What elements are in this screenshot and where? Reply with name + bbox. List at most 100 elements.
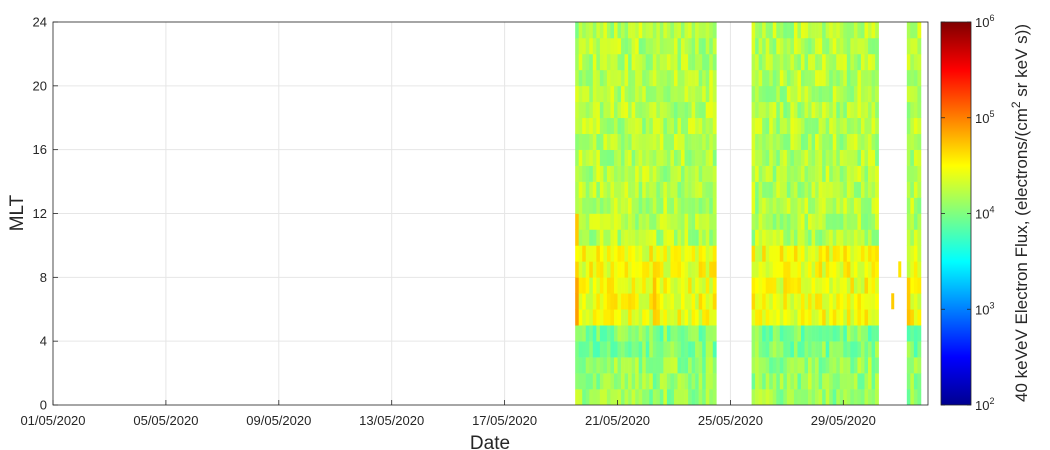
heatmap-cell [702, 245, 707, 262]
heatmap-cell [808, 373, 812, 390]
heatmap-cell [843, 53, 848, 71]
heatmap-cell [617, 213, 622, 230]
heatmap-cell [670, 197, 675, 214]
heatmap-cell [649, 197, 654, 214]
heatmap-cell [822, 373, 826, 390]
heatmap-cell [666, 37, 671, 55]
heatmap-cell [631, 213, 636, 230]
heatmap-cell [772, 229, 777, 246]
x-tick-label: 13/05/2020 [359, 413, 424, 428]
heatmap-cell [815, 309, 819, 326]
heatmap-cell [836, 309, 841, 326]
heatmap-cell [783, 197, 788, 214]
heatmap-cell [808, 181, 812, 198]
heatmap-cell [850, 85, 855, 103]
heatmap-cell [864, 389, 869, 405]
heatmap-cell [846, 341, 851, 358]
heatmap-cell [818, 85, 823, 103]
heatmap-cell [606, 85, 611, 103]
heatmap-cell [635, 22, 639, 39]
heatmap-cell [624, 53, 629, 71]
heatmap-cell [617, 229, 622, 246]
heatmap-cell [684, 165, 689, 182]
heatmap-cell [582, 277, 587, 294]
heatmap-cell [786, 277, 791, 294]
heatmap-cell [808, 293, 812, 310]
heatmap-cell [673, 261, 678, 278]
heatmap-cell [779, 373, 784, 390]
heatmap-cell [853, 309, 858, 326]
heatmap-cell [804, 197, 809, 214]
heatmap-cell [843, 325, 848, 342]
heatmap-cell [621, 261, 625, 278]
heatmap-cell [836, 133, 841, 150]
heatmap-cell [688, 341, 692, 358]
heatmap-cell [709, 293, 714, 310]
heatmap-cell [755, 357, 759, 374]
heatmap-cell [709, 213, 714, 230]
heatmap-cell [800, 101, 805, 119]
heatmap-cell [864, 245, 869, 262]
heatmap-cell [860, 181, 865, 198]
heatmap-cell [779, 293, 784, 310]
heatmap-cell [783, 277, 788, 294]
heatmap-cell [836, 229, 841, 246]
heatmap-cell [709, 389, 714, 405]
heatmap-cell [691, 277, 696, 294]
heatmap-cell [818, 181, 823, 198]
heatmap-cell [808, 389, 812, 405]
heatmap-cell [860, 293, 865, 310]
heatmap-cell [592, 53, 597, 71]
heatmap-cell [793, 101, 798, 119]
heatmap-cell [871, 277, 876, 294]
y-tick-label: 8 [40, 270, 47, 285]
heatmap-cell [645, 117, 650, 135]
heatmap-cell [603, 117, 608, 135]
heatmap-cell [585, 69, 590, 87]
heatmap-cell [621, 53, 625, 71]
heatmap-cell [596, 69, 601, 87]
heatmap-cell [645, 325, 650, 342]
heatmap-cell [751, 277, 756, 294]
heatmap-cell [631, 133, 636, 150]
heatmap-cell [860, 149, 865, 166]
heatmap-cell [868, 229, 872, 246]
heatmap-cell [603, 197, 608, 214]
heatmap-cell [606, 277, 611, 294]
heatmap-cell [906, 165, 911, 182]
heatmap-cell [610, 293, 615, 310]
heatmap-cell [624, 277, 629, 294]
heatmap-cell [762, 133, 766, 150]
heatmap-cell [681, 149, 685, 166]
heatmap-cell [804, 165, 809, 182]
heatmap-cell [871, 69, 876, 87]
heatmap-cell [638, 357, 643, 374]
heatmap-cell [751, 181, 756, 198]
heatmap-cell [666, 389, 671, 405]
heatmap-cell [917, 229, 922, 246]
heatmap-cell [684, 261, 689, 278]
heatmap-cell [673, 373, 678, 390]
heatmap-cell [843, 229, 848, 246]
heatmap-cell [642, 85, 647, 103]
heatmap-cell [822, 69, 826, 87]
heatmap-cell [797, 389, 802, 405]
heatmap-cell [628, 85, 632, 103]
heatmap-cell [709, 261, 714, 278]
heatmap-cell [635, 261, 639, 278]
heatmap-cell [645, 389, 650, 405]
heatmap-cell [624, 37, 629, 55]
heatmap-cell [839, 325, 844, 342]
heatmap-cell [617, 85, 622, 103]
heatmap-cell [705, 357, 710, 374]
heatmap-cell [853, 389, 858, 405]
heatmap-cell [681, 357, 685, 374]
heatmap-cell [913, 261, 918, 278]
heatmap-cell [811, 245, 816, 262]
heatmap-cell [822, 37, 826, 55]
heatmap-cell [603, 373, 608, 390]
heatmap-cell [917, 149, 922, 166]
heatmap-cell [808, 117, 812, 135]
heatmap-cell [709, 133, 714, 150]
heatmap-cell [836, 245, 841, 262]
